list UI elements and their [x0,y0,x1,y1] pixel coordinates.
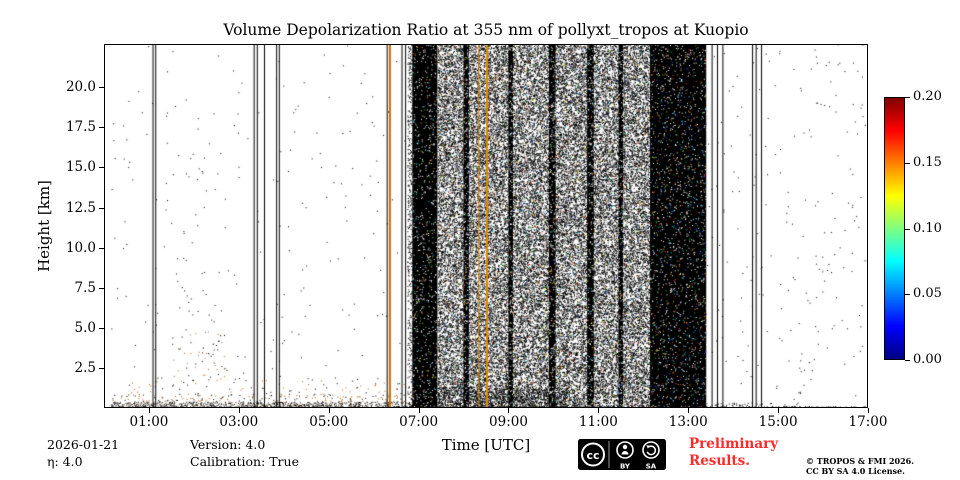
colorbar-tick-label: 0.15 [913,154,942,170]
x-tick-mark [598,408,600,413]
colorbar-tick-mark [905,360,910,361]
colorbar-tick-mark [905,162,910,164]
preliminary-results-line1: Preliminary [689,436,779,452]
preliminary-results-line2: Results. [689,453,750,469]
y-tick-label: 2.5 [74,359,96,376]
y-tick-label: 15.0 [65,159,96,176]
colorbar-tick-mark [905,228,910,230]
x-tick-mark [778,408,780,413]
colorbar-tick-mark [905,294,910,296]
version-label: Version: 4.0 [190,437,266,452]
calibration-label: Calibration: True [190,454,299,469]
copyright-line1: © TROPOS & FMI 2026. [806,456,915,466]
x-tick-mark [148,408,150,413]
y-tick-label: 20.0 [65,79,96,96]
x-tick-mark [418,408,420,413]
x-tick-label: 03:00 [219,414,259,430]
x-tick-mark [688,408,690,413]
x-tick-label: 15:00 [758,414,798,430]
y-tick-label: 7.5 [74,279,96,296]
heatmap-canvas [104,44,868,408]
x-tick-label: 17:00 [848,414,888,430]
x-tick-label: 07:00 [399,414,439,430]
measurement-date: 2026-01-21 [47,437,120,452]
colorbar-tick-mark [905,97,910,98]
colorbar-gradient [884,97,905,360]
x-tick-label: 09:00 [489,414,528,430]
attribution-person-icon [616,441,634,459]
x-tick-label: 11:00 [578,414,618,430]
cc-logo-icon [581,442,605,467]
colorbar-tick-label: 0.10 [913,220,942,236]
x-tick-label: 13:00 [668,414,708,430]
copyright-line2: CC BY SA 4.0 License. [806,466,905,476]
x-axis-label: Time [UTC] [441,436,531,454]
eta-value: η: 4.0 [47,454,83,469]
y-tick-label: 5.0 [74,319,96,336]
cc-logo-text: cc [586,449,599,462]
x-tick-mark [868,408,869,413]
x-tick-mark [508,408,510,413]
chart-title: Volume Depolarization Ratio at 355 nm of… [223,21,749,39]
x-tick-mark [328,408,330,413]
badge-sa-text: SA [646,463,657,471]
badge-by-text: BY [620,463,631,471]
x-tick-label: 01:00 [129,414,169,430]
colorbar-tick-label: 0.00 [913,352,942,367]
colorbar-tick-label: 0.05 [913,286,942,302]
y-tick-label: 17.5 [65,119,96,136]
x-tick-mark [238,408,240,413]
colorbar-tick-label: 0.20 [913,89,942,104]
share-alike-arrow-icon [642,441,660,459]
x-tick-label: 05:00 [309,414,349,430]
cc-by-sa-badge: cc BY SA [577,438,667,471]
y-axis-label: Height [km] [35,180,53,272]
